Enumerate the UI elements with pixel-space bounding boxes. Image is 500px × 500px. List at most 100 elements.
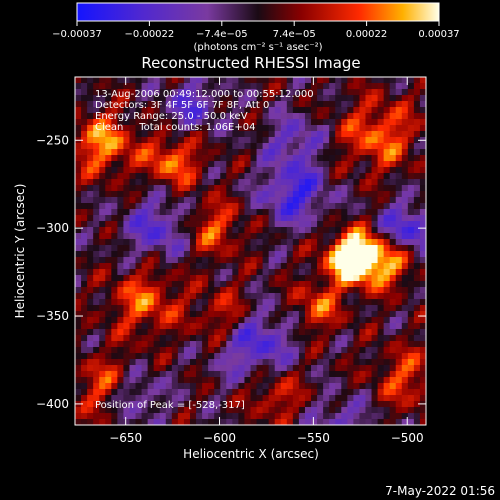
heatmap-cell — [208, 407, 215, 414]
heatmap-cell — [165, 353, 173, 360]
heatmap-cell — [250, 191, 258, 198]
heatmap-cell — [111, 221, 118, 228]
heatmap-cell — [99, 365, 106, 372]
heatmap-cell — [304, 167, 312, 174]
heatmap-cell — [256, 209, 264, 216]
heatmap-cell — [105, 77, 112, 84]
heatmap-cell — [244, 287, 252, 294]
heatmap-cell — [395, 155, 403, 162]
heatmap-cell — [419, 287, 426, 294]
heatmap-cell — [159, 371, 167, 378]
heatmap-cell — [99, 275, 106, 282]
heatmap-cell — [135, 371, 143, 378]
heatmap-cell — [268, 311, 276, 318]
heatmap-cell — [413, 269, 421, 276]
heatmap-cell — [329, 125, 336, 132]
heatmap-cell — [214, 281, 221, 288]
heatmap-cell — [371, 263, 379, 270]
heatmap-cell — [365, 317, 373, 324]
heatmap-cell — [129, 377, 137, 384]
heatmap-cell — [250, 239, 258, 246]
heatmap-cell — [208, 377, 215, 384]
heatmap-cell — [99, 119, 106, 126]
heatmap-cell — [232, 407, 239, 414]
heatmap-cell — [111, 89, 118, 96]
heatmap-cell — [153, 131, 161, 138]
heatmap-cell — [99, 233, 106, 240]
heatmap-cell — [389, 389, 397, 396]
heatmap-cell — [238, 233, 246, 240]
heatmap-cell — [274, 113, 282, 120]
heatmap-cell — [117, 125, 125, 132]
heatmap-cell — [401, 329, 409, 336]
heatmap-cell — [311, 197, 318, 204]
heatmap-cell — [383, 107, 391, 114]
heatmap-cell — [359, 329, 367, 336]
heatmap-cell — [244, 101, 252, 108]
heatmap-cell — [323, 413, 330, 420]
heatmap-cell — [395, 359, 403, 366]
heatmap-cell — [202, 383, 209, 390]
heatmap-cell — [317, 101, 324, 108]
heatmap-cell — [177, 209, 185, 216]
x-tick-label: −650 — [109, 431, 142, 445]
heatmap-cell — [298, 113, 306, 120]
heatmap-cell — [87, 281, 94, 288]
heatmap-cell — [202, 119, 209, 126]
heatmap-cell — [99, 263, 106, 270]
heatmap-cell — [147, 335, 155, 342]
heatmap-cell — [395, 101, 403, 108]
heatmap-cell — [202, 389, 209, 396]
heatmap-cell — [159, 173, 167, 180]
heatmap-cell — [335, 419, 342, 425]
heatmap-cell — [280, 269, 288, 276]
heatmap-cell — [196, 185, 203, 192]
heatmap-cell — [304, 89, 312, 96]
heatmap-cell — [123, 317, 131, 324]
heatmap-cell — [75, 395, 82, 402]
heatmap-cell — [371, 257, 379, 264]
heatmap-cell — [268, 233, 276, 240]
heatmap-cell — [262, 365, 270, 372]
heatmap-cell — [383, 275, 391, 282]
heatmap-cell — [238, 107, 246, 114]
heatmap-cell — [202, 209, 209, 216]
heatmap-cell — [413, 335, 421, 342]
heatmap-cell — [111, 95, 118, 102]
heatmap-cell — [323, 173, 330, 180]
heatmap-cell — [93, 359, 100, 366]
heatmap-cell — [317, 311, 324, 318]
heatmap-cell — [196, 293, 203, 300]
heatmap-cell — [341, 161, 348, 168]
heatmap-cell — [99, 287, 106, 294]
heatmap-cell — [383, 257, 391, 264]
heatmap-cell — [341, 389, 348, 396]
heatmap-cell — [280, 257, 288, 264]
heatmap-cell — [347, 203, 354, 210]
heatmap-cell — [159, 239, 167, 246]
heatmap-cell — [123, 233, 131, 240]
heatmap-cell — [395, 89, 403, 96]
heatmap-cell — [189, 221, 197, 228]
heatmap-cell — [147, 101, 155, 108]
heatmap-cell — [286, 245, 294, 252]
heatmap-cell — [413, 185, 421, 192]
heatmap-cell — [87, 203, 94, 210]
heatmap-cell — [401, 419, 409, 425]
heatmap-cell — [413, 137, 421, 144]
heatmap-cell — [268, 143, 276, 150]
heatmap-cell — [250, 263, 258, 270]
heatmap-cell — [268, 89, 276, 96]
heatmap-cell — [329, 143, 336, 150]
heatmap-cell — [280, 377, 288, 384]
heatmap-cell — [220, 89, 227, 96]
heatmap-cell — [232, 413, 239, 420]
heatmap-cell — [135, 395, 143, 402]
heatmap-cell — [196, 353, 203, 360]
heatmap-cell — [286, 275, 294, 282]
heatmap-cell — [389, 131, 397, 138]
heatmap-cell — [311, 413, 318, 420]
heatmap-cell — [244, 137, 252, 144]
heatmap-cell — [81, 191, 88, 198]
heatmap-cell — [147, 161, 155, 168]
